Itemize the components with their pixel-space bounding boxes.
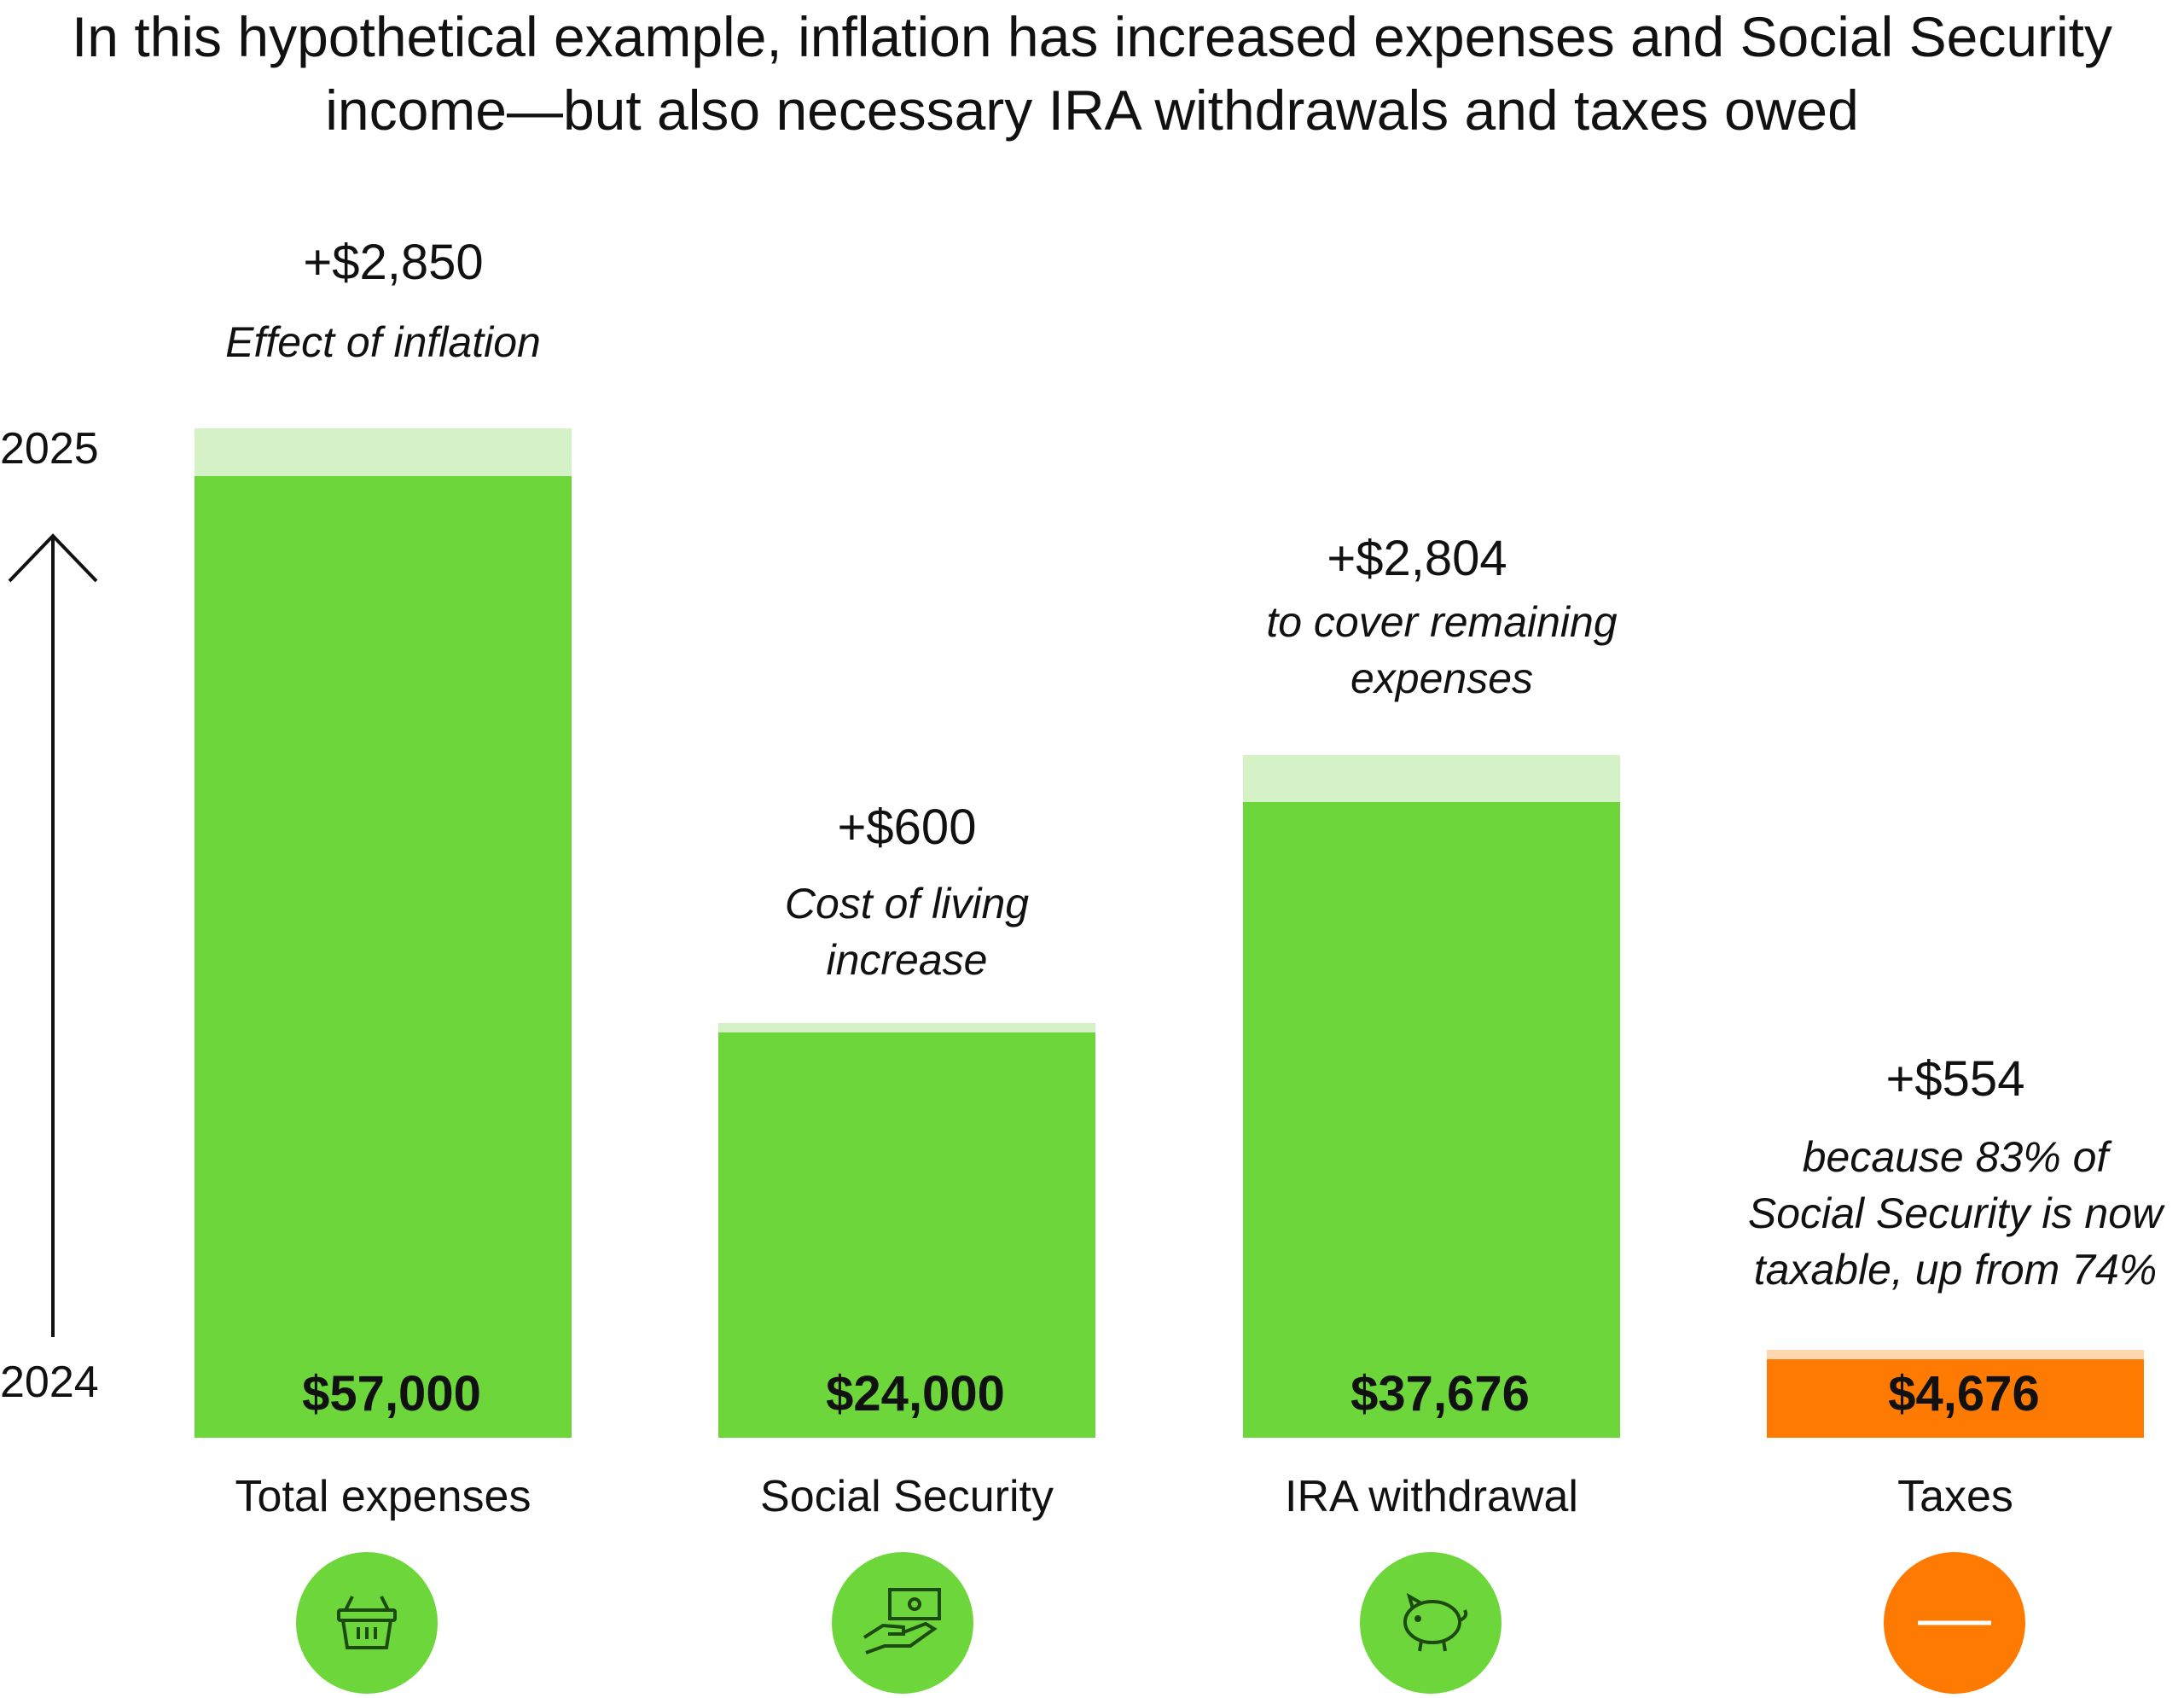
increase-note: Effect of inflation	[225, 314, 541, 370]
bar-2024-0	[195, 476, 572, 1438]
note-line: expenses	[1350, 654, 1534, 702]
value-label: $4,676	[1888, 1366, 2040, 1422]
category-label: Total expenses	[235, 1472, 531, 1521]
increase-note: to cover remaining expenses	[1266, 594, 1617, 707]
value-label: $24,000	[826, 1366, 1005, 1422]
note-line: taxable, up from 74%	[1753, 1246, 2158, 1294]
time-arrow-icon	[8, 533, 98, 1337]
bar-increase-3	[1767, 1349, 2144, 1359]
bar-increase-2	[1243, 754, 1620, 803]
value-label: $37,676	[1350, 1366, 1530, 1422]
note-line: increase	[826, 936, 988, 984]
increase-note: Cost of living increase	[785, 875, 1029, 988]
note-line: Cost of living	[784, 880, 1030, 928]
bar-increase-0	[195, 427, 572, 476]
category-label: Social Security	[760, 1472, 1054, 1521]
shopping-basket-icon	[296, 1552, 438, 1694]
increase-label: +$2,850	[303, 235, 484, 290]
category-label: Taxes	[1897, 1472, 2013, 1521]
bar-2024-2	[1243, 802, 1620, 1438]
increase-label: +$554	[1885, 1051, 2025, 1107]
bar-2024-3	[1767, 1358, 2144, 1438]
note-line: to cover remaining	[1266, 598, 1618, 646]
increase-note: because 83% of Social Security is now taxa…	[1748, 1129, 2163, 1298]
increase-label: +$600	[837, 800, 977, 855]
value-label: $57,000	[302, 1366, 481, 1422]
note-line: Social Security is now	[1747, 1189, 2164, 1237]
year-label-2024: 2024	[0, 1358, 99, 1407]
cash-in-hand-icon	[832, 1552, 973, 1694]
bar-increase-1	[718, 1022, 1095, 1033]
note-line: Effect of inflation	[225, 318, 541, 366]
increase-label: +$2,804	[1327, 531, 1507, 586]
chart-title: In this hypothetical example, inflation …	[71, 5, 2113, 142]
piggy-bank-icon	[1360, 1552, 1502, 1694]
category-label: IRA withdrawal	[1285, 1472, 1578, 1521]
bar-2024-1	[718, 1032, 1095, 1438]
minus-icon	[1884, 1552, 2025, 1694]
note-line: because 83% of	[1802, 1133, 2109, 1181]
year-label-2025: 2025	[0, 424, 99, 474]
